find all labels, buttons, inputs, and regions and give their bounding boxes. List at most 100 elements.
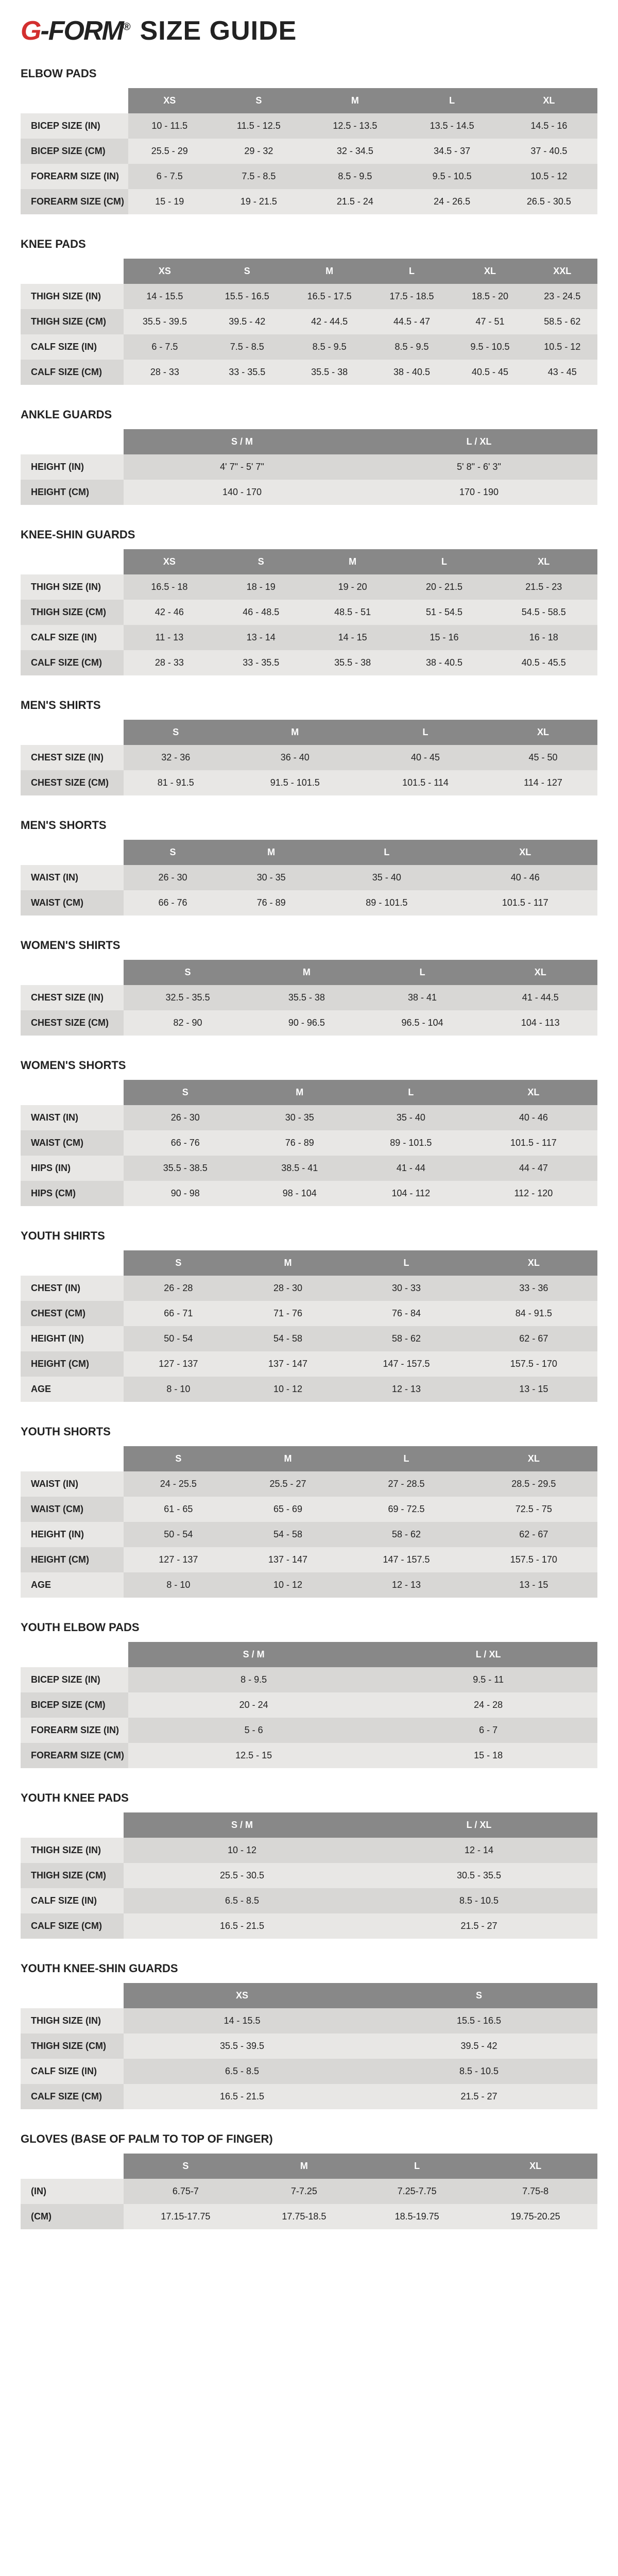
size-cell: 35 - 40 — [320, 865, 453, 890]
size-cell: 6.5 - 8.5 — [124, 2059, 360, 2084]
size-table: XSSMLXLTHIGH SIZE (IN)16.5 - 1818 - 1919… — [21, 549, 597, 675]
table-header: M — [307, 549, 399, 574]
table-header: L — [371, 259, 453, 284]
table-header — [21, 259, 124, 284]
size-cell: 33 - 36 — [470, 1276, 597, 1301]
table-header — [21, 1983, 124, 2008]
logo-g: G — [21, 16, 40, 46]
size-cell: 90 - 96.5 — [252, 1010, 362, 1036]
size-cell: 14.5 - 16 — [501, 113, 597, 139]
size-cell: 30 - 35 — [247, 1105, 352, 1130]
size-cell: 13.5 - 14.5 — [404, 113, 501, 139]
size-cell: 35 - 40 — [352, 1105, 470, 1130]
section-title: YOUTH KNEE PADS — [21, 1791, 597, 1805]
size-cell: 12.5 - 13.5 — [306, 113, 403, 139]
size-cell: 76 - 89 — [247, 1130, 352, 1156]
size-table: SMLXLWAIST (IN)26 - 3030 - 3535 - 4040 -… — [21, 1080, 597, 1206]
size-cell: 12 - 13 — [342, 1572, 470, 1598]
size-cell: 19 - 20 — [307, 574, 399, 600]
row-label: BICEP SIZE (IN) — [21, 1667, 128, 1692]
size-cell: 15 - 19 — [128, 189, 211, 214]
size-cell: 13 - 14 — [215, 625, 307, 650]
section-title: GLOVES (BASE OF PALM TO TOP OF FINGER) — [21, 2132, 597, 2146]
size-cell: 23 - 24.5 — [527, 284, 597, 309]
size-cell: 9.5 - 10.5 — [453, 334, 527, 360]
table-header: S / M — [124, 429, 360, 454]
size-cell: 91.5 - 101.5 — [228, 770, 362, 795]
size-cell: 32 - 36 — [124, 745, 228, 770]
size-cell: 25.5 - 29 — [128, 139, 211, 164]
table-row: THIGH SIZE (CM)35.5 - 39.539.5 - 4242 - … — [21, 309, 597, 334]
size-cell: 16 - 18 — [490, 625, 597, 650]
table-row: HEIGHT (CM)127 - 137137 - 147147 - 157.5… — [21, 1547, 597, 1572]
table-header: M — [288, 259, 371, 284]
section-title: YOUTH KNEE-SHIN GUARDS — [21, 1962, 597, 1975]
size-table: SMLXLWAIST (IN)24 - 25.525.5 - 2727 - 28… — [21, 1446, 597, 1598]
size-cell: 54 - 58 — [233, 1522, 343, 1547]
size-cell: 58 - 62 — [342, 1522, 470, 1547]
table-header: M — [248, 2154, 360, 2179]
section-title: YOUTH ELBOW PADS — [21, 1621, 597, 1634]
table-header: S — [124, 1250, 233, 1276]
size-cell: 28 - 33 — [124, 650, 215, 675]
row-label: AGE — [21, 1572, 124, 1598]
size-cell: 33 - 35.5 — [206, 360, 288, 385]
section-title: MEN'S SHIRTS — [21, 699, 597, 712]
size-cell: 35.5 - 39.5 — [124, 2033, 360, 2059]
table-row: HIPS (IN)35.5 - 38.538.5 - 4141 - 4444 -… — [21, 1156, 597, 1181]
size-section: ELBOW PADSXSSMLXLBICEP SIZE (IN)10 - 11.… — [21, 67, 597, 214]
row-label: THIGH SIZE (IN) — [21, 284, 124, 309]
size-cell: 62 - 67 — [470, 1326, 597, 1351]
row-label: HEIGHT (CM) — [21, 480, 124, 505]
size-cell: 14 - 15 — [307, 625, 399, 650]
row-label: CHEST SIZE (CM) — [21, 770, 124, 795]
size-cell: 41 - 44.5 — [484, 985, 597, 1010]
table-row: CALF SIZE (IN)6 - 7.57.5 - 8.58.5 - 9.58… — [21, 334, 597, 360]
size-cell: 89 - 101.5 — [320, 890, 453, 916]
size-cell: 69 - 72.5 — [342, 1497, 470, 1522]
row-label: BICEP SIZE (CM) — [21, 139, 128, 164]
size-cell: 38 - 40.5 — [399, 650, 490, 675]
table-header — [21, 840, 124, 865]
table-row: BICEP SIZE (IN)10 - 11.511.5 - 12.512.5 … — [21, 113, 597, 139]
size-cell: 140 - 170 — [124, 480, 360, 505]
size-cell: 26 - 30 — [124, 1105, 247, 1130]
row-label: HEIGHT (CM) — [21, 1547, 124, 1572]
table-header: L — [352, 1080, 470, 1105]
size-section: MEN'S SHIRTSSMLXLCHEST SIZE (IN)32 - 363… — [21, 699, 597, 795]
row-label: THIGH SIZE (CM) — [21, 2033, 124, 2059]
size-cell: 10.5 - 12 — [501, 164, 597, 189]
row-label: WAIST (CM) — [21, 890, 124, 916]
size-cell: 54 - 58 — [233, 1326, 343, 1351]
size-cell: 41 - 44 — [352, 1156, 470, 1181]
row-label: (IN) — [21, 2179, 124, 2204]
table-header: L / XL — [360, 1812, 597, 1838]
row-label: THIGH SIZE (CM) — [21, 309, 124, 334]
size-cell: 21.5 - 27 — [360, 1913, 597, 1939]
table-row: WAIST (IN)26 - 3030 - 3535 - 4040 - 46 — [21, 1105, 597, 1130]
table-row: CALF SIZE (IN)11 - 1313 - 1414 - 1515 - … — [21, 625, 597, 650]
size-cell: 15 - 16 — [399, 625, 490, 650]
size-cell: 26.5 - 30.5 — [501, 189, 597, 214]
table-header: XL — [453, 840, 597, 865]
size-cell: 11.5 - 12.5 — [211, 113, 307, 139]
size-table: XSSTHIGH SIZE (IN)14 - 15.515.5 - 16.5TH… — [21, 1983, 597, 2109]
size-cell: 62 - 67 — [470, 1522, 597, 1547]
size-cell: 54.5 - 58.5 — [490, 600, 597, 625]
size-cell: 15 - 18 — [379, 1743, 597, 1768]
size-cell: 47 - 51 — [453, 309, 527, 334]
size-section: KNEE PADSXSSMLXLXXLTHIGH SIZE (IN)14 - 1… — [21, 238, 597, 385]
section-title: WOMEN'S SHORTS — [21, 1059, 597, 1072]
table-row: CALF SIZE (CM)28 - 3333 - 35.535.5 - 383… — [21, 650, 597, 675]
size-cell: 30 - 35 — [222, 865, 320, 890]
size-table: SMLXLCHEST SIZE (IN)32.5 - 35.535.5 - 38… — [21, 960, 597, 1036]
size-section: ANKLE GUARDSS / ML / XLHEIGHT (IN)4' 7" … — [21, 408, 597, 505]
row-label: BICEP SIZE (CM) — [21, 1692, 128, 1718]
table-row: CALF SIZE (IN)6.5 - 8.58.5 - 10.5 — [21, 2059, 597, 2084]
size-cell: 28.5 - 29.5 — [470, 1471, 597, 1497]
section-title: YOUTH SHIRTS — [21, 1229, 597, 1243]
size-table: XSSMLXLBICEP SIZE (IN)10 - 11.511.5 - 12… — [21, 88, 597, 214]
size-cell: 40.5 - 45 — [453, 360, 527, 385]
row-label: FOREARM SIZE (CM) — [21, 189, 128, 214]
size-cell: 44.5 - 47 — [371, 309, 453, 334]
